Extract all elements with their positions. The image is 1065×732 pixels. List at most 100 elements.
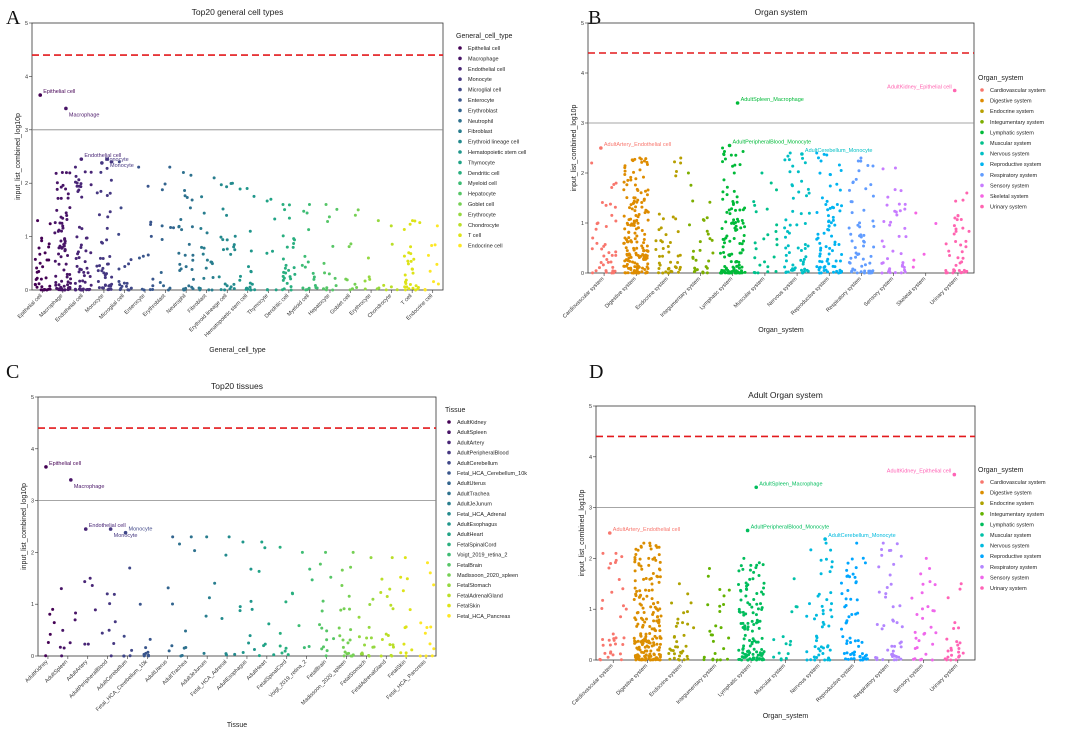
data-point xyxy=(752,647,756,651)
data-point xyxy=(901,261,905,265)
data-point xyxy=(247,641,251,645)
data-point xyxy=(765,207,769,211)
data-point xyxy=(638,557,642,561)
data-point xyxy=(840,627,844,631)
data-point xyxy=(202,246,206,250)
data-point xyxy=(61,224,65,228)
x-tick-label: Cardiovascular system xyxy=(571,663,615,707)
data-point xyxy=(292,266,296,270)
data-point xyxy=(33,257,37,261)
x-tick-label: FetalAdrenalGland xyxy=(351,659,388,696)
data-point xyxy=(892,562,896,566)
data-point xyxy=(676,270,680,274)
data-point xyxy=(181,171,185,175)
data-point xyxy=(633,157,637,161)
data-point xyxy=(48,222,52,226)
data-point xyxy=(830,615,834,619)
data-point xyxy=(741,567,745,571)
point-annotation: AdultPeripheralBlood_Monocyte xyxy=(751,524,830,530)
legend-label: Muscular system xyxy=(990,533,1032,539)
data-point xyxy=(284,646,288,650)
data-point xyxy=(640,567,644,571)
data-point xyxy=(674,217,678,221)
data-point xyxy=(119,206,123,210)
data-point xyxy=(735,200,739,204)
data-point xyxy=(859,156,863,160)
data-point xyxy=(807,211,811,215)
data-point xyxy=(677,582,681,586)
data-point xyxy=(838,188,842,192)
legend-marker xyxy=(458,160,462,165)
data-point xyxy=(742,637,746,641)
data-point xyxy=(40,239,44,243)
data-point xyxy=(54,283,58,287)
data-point xyxy=(676,254,680,258)
data-point xyxy=(954,240,958,244)
data-point xyxy=(644,208,648,212)
data-point xyxy=(743,655,747,659)
data-point xyxy=(857,169,861,173)
data-point xyxy=(917,639,921,643)
data-point xyxy=(657,567,661,571)
data-point xyxy=(824,541,828,545)
data-point xyxy=(66,196,70,200)
legend-marker xyxy=(980,109,984,113)
data-point xyxy=(149,234,153,238)
data-point xyxy=(893,166,897,170)
data-point xyxy=(371,597,375,601)
data-point xyxy=(803,246,807,250)
data-point xyxy=(854,255,858,259)
legend-marker xyxy=(980,130,984,135)
y-tick-label: 3 xyxy=(25,128,28,134)
data-point xyxy=(826,270,830,274)
data-point xyxy=(774,270,778,274)
data-point xyxy=(886,195,890,199)
data-point xyxy=(657,624,661,628)
data-point xyxy=(882,219,886,223)
data-point xyxy=(676,645,680,649)
data-point xyxy=(360,651,364,655)
data-point xyxy=(640,270,644,274)
data-point xyxy=(79,288,83,292)
data-point xyxy=(37,270,41,274)
data-point xyxy=(676,261,680,265)
data-point xyxy=(349,565,353,569)
data-point xyxy=(232,245,236,249)
data-point xyxy=(311,271,315,275)
data-point xyxy=(657,228,661,232)
highlight-point xyxy=(100,161,104,165)
data-point xyxy=(854,177,858,181)
data-point xyxy=(213,581,217,585)
data-point xyxy=(645,193,649,197)
legend-marker xyxy=(980,183,984,188)
data-point xyxy=(763,260,767,264)
data-point xyxy=(418,654,422,658)
data-point xyxy=(899,271,903,275)
data-point xyxy=(590,247,594,251)
data-point xyxy=(283,266,287,270)
data-point xyxy=(793,266,797,270)
data-point xyxy=(784,246,788,250)
data-point xyxy=(249,599,253,603)
data-point xyxy=(928,567,932,571)
data-point xyxy=(722,647,726,651)
data-point xyxy=(784,270,788,274)
legend-label: Voigt_2019_retina_2 xyxy=(457,553,507,559)
data-point xyxy=(708,237,712,241)
data-point xyxy=(815,265,819,269)
data-point xyxy=(638,168,642,172)
data-point xyxy=(639,639,643,643)
data-point xyxy=(952,269,956,273)
legend-title: Organ_system xyxy=(978,75,1024,82)
data-point xyxy=(884,592,888,596)
data-point xyxy=(678,654,682,658)
data-point xyxy=(725,234,729,238)
data-point xyxy=(625,196,629,200)
data-point xyxy=(64,262,68,266)
data-point xyxy=(225,185,229,189)
data-point xyxy=(388,643,392,647)
data-point xyxy=(871,269,875,273)
data-point xyxy=(89,183,93,187)
legend-marker xyxy=(447,532,451,536)
y-tick-label: 5 xyxy=(589,404,592,410)
